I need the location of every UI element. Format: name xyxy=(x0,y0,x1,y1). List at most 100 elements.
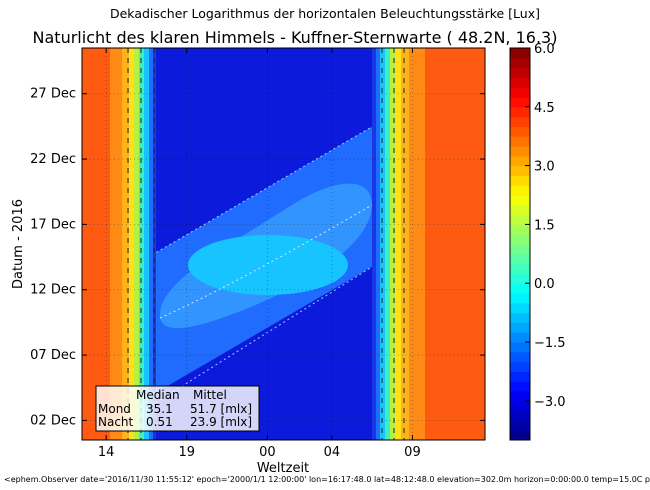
colorbar-segment xyxy=(510,97,530,108)
colorbar-segment xyxy=(510,430,530,441)
y-axis: 02 Dec 07 Dec 12 Dec 17 Dec 22 Dec 27 Dec xyxy=(30,87,485,428)
colorbar-segment xyxy=(510,57,530,69)
colorbar-segment xyxy=(510,195,530,206)
twilight-band-right-4 xyxy=(390,48,395,440)
colorbar-segment xyxy=(510,410,530,421)
x-tick-label: 09 xyxy=(404,445,421,460)
stats-row-label: Mond xyxy=(98,402,131,416)
colorbar-tick-label: −3.0 xyxy=(534,395,566,410)
colorbar-segment xyxy=(510,48,530,59)
colorbar-segment xyxy=(510,342,530,353)
twilight-band-left-8 xyxy=(153,48,156,440)
x-tick-label: 14 xyxy=(98,445,115,460)
colorbar-segment xyxy=(510,244,530,255)
y-tick-label: 02 Dec xyxy=(30,413,76,428)
twilight-band-right-3 xyxy=(395,48,401,440)
stats-row-median: 35.1 xyxy=(146,402,173,416)
twilight-band-right-2 xyxy=(401,48,409,440)
colorbar-tick-label: 4.5 xyxy=(534,101,555,116)
colorbar-tick-label: 6.0 xyxy=(534,42,555,57)
twilight-band-left-7 xyxy=(149,48,153,440)
x-tick-label: 00 xyxy=(259,445,276,460)
x-tick-label: 04 xyxy=(324,445,341,460)
colorbar-segment xyxy=(510,126,530,137)
colorbar-segment xyxy=(510,116,530,127)
twilight-band-left-5 xyxy=(139,48,144,440)
colorbar-segment xyxy=(510,136,530,147)
colorbar-segment xyxy=(510,273,530,284)
colorbar-segment xyxy=(510,146,530,157)
colorbar-segment xyxy=(510,185,530,196)
twilight-band-left-4 xyxy=(134,48,139,440)
colorbar-segment xyxy=(510,312,530,323)
colorbar-segment xyxy=(510,400,530,412)
x-tick-label: 19 xyxy=(179,445,196,460)
grid xyxy=(82,48,485,440)
stats-header-median: Median xyxy=(136,388,180,402)
day-region-right xyxy=(425,48,485,440)
y-tick-label: 27 Dec xyxy=(30,87,76,102)
colorbar-segment xyxy=(510,263,530,274)
stats-box-frame xyxy=(95,385,260,432)
plot-frame xyxy=(81,47,486,441)
colorbar-segment xyxy=(510,87,530,98)
colorbar-segment xyxy=(510,155,530,167)
chart-suptitle: Dekadischer Logarithmus der horizontalen… xyxy=(109,6,541,21)
colorbar-frame xyxy=(509,47,531,441)
x-axis: 14 19 00 04 09 xyxy=(98,48,421,460)
twilight-band-left-1 xyxy=(110,48,122,440)
colorbar-segment xyxy=(510,214,530,225)
colorbar-segment xyxy=(510,361,530,372)
twilight-band-right-8 xyxy=(372,48,376,440)
colorbar-segment xyxy=(510,165,530,176)
colorbar-segment xyxy=(510,381,530,392)
colorbar-segment xyxy=(510,302,530,314)
y-tick-label: 12 Dec xyxy=(30,283,76,298)
chart-title: Naturlicht des klaren Himmels - Kuffner-… xyxy=(32,28,558,47)
colorbar-tick-label: −1.5 xyxy=(534,336,566,351)
moon-contour-high xyxy=(151,124,376,256)
colorbar-segment xyxy=(510,224,530,235)
twilight-band-left-2 xyxy=(122,48,129,440)
stats-box: Median Mittel Mond 35.1 51.7 [mlx] Nacht… xyxy=(95,385,260,432)
colorbar-segment xyxy=(510,106,530,118)
colorbar-tick-label: 3.0 xyxy=(534,160,555,175)
y-tick-label: 07 Dec xyxy=(30,348,76,363)
colorbar-segment xyxy=(510,77,530,88)
colorbar-segment xyxy=(510,351,530,363)
twilight-band-right-7 xyxy=(376,48,380,440)
colorbar-segment xyxy=(510,293,530,304)
stats-row-mittel: 23.9 [mlx] xyxy=(190,415,252,429)
colorbar-segment xyxy=(510,391,530,402)
twilight-band-left-3 xyxy=(129,48,134,440)
moonlight-core-region xyxy=(188,235,348,295)
colorbar-segment xyxy=(510,283,530,294)
twilight-band-right-6 xyxy=(380,48,385,440)
stats-row-mittel: 51.7 [mlx] xyxy=(190,402,252,416)
moon-contour-low xyxy=(151,264,376,406)
stats-row-label: Nacht xyxy=(98,415,134,429)
colorbar-segment xyxy=(510,420,530,431)
colorbar-tick-label: 1.5 xyxy=(534,218,555,233)
y-tick-label: 17 Dec xyxy=(30,217,76,232)
twilight-band-left-6 xyxy=(144,48,149,440)
colorbar-ticks: 6.0 4.5 3.0 1.5 0.0 −1.5 −3.0 xyxy=(525,42,566,410)
day-region-left xyxy=(82,48,110,440)
stats-row-median: 0.51 xyxy=(146,415,173,429)
colorbar-segment xyxy=(510,371,530,382)
x-axis-label: Weltzeit xyxy=(257,461,309,476)
observer-footer: <ephem.Observer date='2016/11/30 11:55:1… xyxy=(4,475,650,484)
colorbar-segment xyxy=(510,253,530,265)
colorbar-segment xyxy=(510,67,530,78)
y-axis-label: Datum - 2016 xyxy=(11,199,26,289)
colorbar-segment xyxy=(510,332,530,343)
plot-area xyxy=(82,48,485,440)
twilight-band-right-5 xyxy=(385,48,390,440)
stats-header-mittel: Mittel xyxy=(193,388,227,402)
colorbar-segment xyxy=(510,234,530,245)
colorbar xyxy=(510,48,530,441)
colorbar-segment xyxy=(510,322,530,333)
y-tick-label: 22 Dec xyxy=(30,152,76,167)
twilight-band-right-1 xyxy=(409,48,425,440)
